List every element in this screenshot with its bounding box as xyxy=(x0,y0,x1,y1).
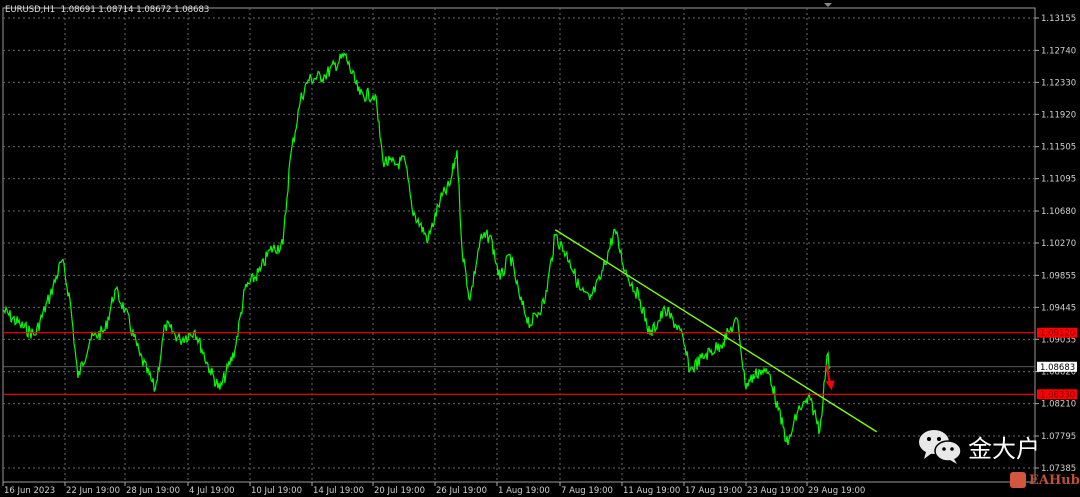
level-price-tag xyxy=(1037,327,1077,338)
x-tick-label: 4 Jul 19:00 xyxy=(189,486,235,496)
y-tick-label: 1.12330 xyxy=(1041,78,1076,88)
y-tick-label: 1.11920 xyxy=(1041,110,1076,120)
y-tick-label: 1.07795 xyxy=(1041,432,1076,442)
current-price-label: 1.08683 xyxy=(1040,363,1075,373)
chart-title: EURUSD,H1 1.08691 1.08714 1.08672 1.0868… xyxy=(5,5,209,15)
x-tick-label: 26 Jul 19:00 xyxy=(436,486,487,496)
y-tick-label: 1.11505 xyxy=(1041,143,1076,153)
y-tick-label: 1.10680 xyxy=(1041,207,1076,217)
x-tick-label: 7 Aug 19:00 xyxy=(561,486,613,496)
y-tick-label: 1.07385 xyxy=(1041,464,1076,474)
x-tick-label: 10 Jul 19:00 xyxy=(251,486,302,496)
x-tick-label: 20 Jul 19:00 xyxy=(374,486,425,496)
plot-area xyxy=(2,7,1036,483)
x-tick-label: 16 Jun 2023 xyxy=(4,486,55,496)
x-tick-label: 11 Aug 19:00 xyxy=(623,486,680,496)
x-tick-label: 23 Aug 19:00 xyxy=(747,486,804,496)
x-tick-label: 14 Jul 19:00 xyxy=(313,486,364,496)
y-tick-label: 1.09445 xyxy=(1041,303,1076,313)
y-tick-label: 1.12740 xyxy=(1041,46,1076,56)
arrow-shaft xyxy=(825,365,831,383)
x-tick-label: 28 Jun 19:00 xyxy=(126,486,180,496)
eahub-text: EAHub xyxy=(1029,472,1080,488)
y-tick-label: 1.11095 xyxy=(1041,175,1076,185)
y-tick-label: 1.08620 xyxy=(1041,368,1076,378)
ohlc-values: 1.08691 1.08714 1.08672 1.08683 xyxy=(60,5,210,15)
y-tick-label: 1.08210 xyxy=(1041,400,1076,410)
eahub-logo-icon xyxy=(1010,472,1026,488)
eahub-brand: EAHub xyxy=(1010,472,1080,488)
arrow-down-icon xyxy=(825,380,835,391)
x-tick-label: 22 Jun 19:00 xyxy=(66,486,120,496)
x-tick-label: 29 Aug 19:00 xyxy=(808,486,865,496)
y-tick-label: 1.13155 xyxy=(1041,14,1076,24)
level-price-label: 1.09120 xyxy=(1040,329,1075,339)
x-tick-label: 1 Aug 19:00 xyxy=(498,486,550,496)
wechat-icon xyxy=(919,430,962,464)
watermark-text: 金大户 xyxy=(968,434,1040,463)
symbol-label: EURUSD,H1 xyxy=(5,5,56,15)
trendline[interactable] xyxy=(554,229,878,433)
level-price-tag xyxy=(1037,389,1077,400)
level-price-label: 1.08330 xyxy=(1040,390,1075,400)
y-tick-label: 1.09855 xyxy=(1041,271,1076,281)
x-tick-label: 17 Aug 19:00 xyxy=(685,486,742,496)
watermark: 金大户 xyxy=(918,428,1040,464)
y-tick-label: 1.10270 xyxy=(1041,239,1076,249)
y-tick-label: 1.09035 xyxy=(1041,335,1076,345)
chart-shift-marker-icon[interactable] xyxy=(824,3,832,7)
current-price-tag xyxy=(1037,361,1077,372)
